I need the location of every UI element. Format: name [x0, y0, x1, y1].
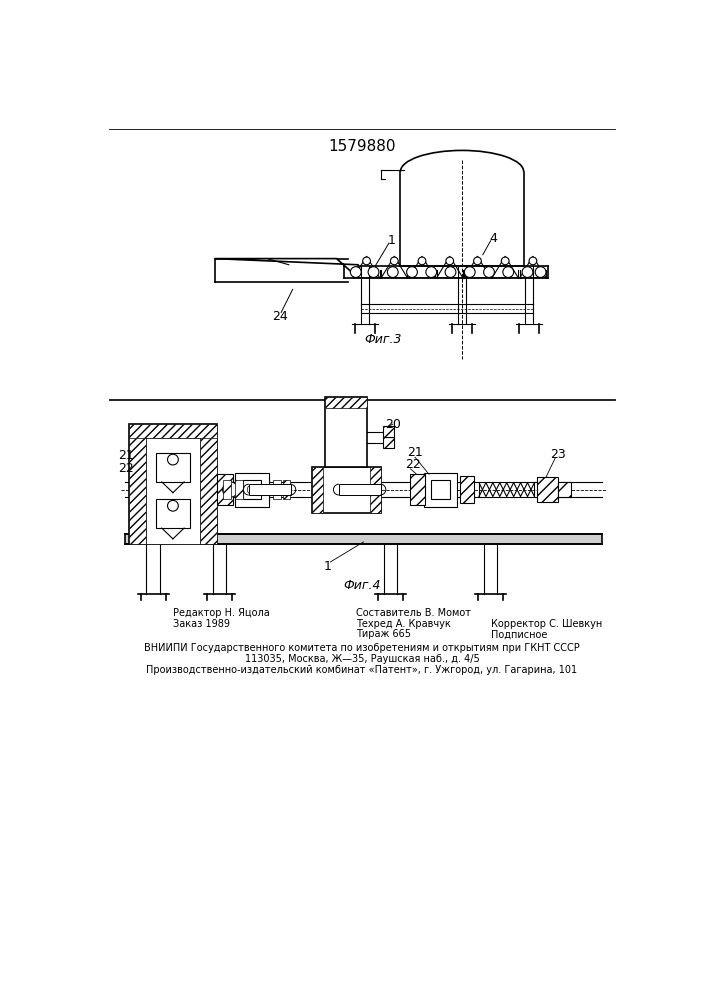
- Circle shape: [418, 257, 426, 265]
- Text: 24: 24: [271, 310, 288, 323]
- Bar: [312, 466, 324, 513]
- Bar: [382, 437, 394, 448]
- Circle shape: [363, 257, 370, 265]
- Circle shape: [223, 482, 238, 497]
- Circle shape: [168, 500, 178, 511]
- Bar: [200, 424, 217, 544]
- Bar: [460, 476, 474, 503]
- Bar: [431, 480, 450, 499]
- Text: 4: 4: [490, 232, 498, 245]
- Text: Фиг.3: Фиг.3: [364, 333, 402, 346]
- Bar: [249, 484, 291, 495]
- Text: 22: 22: [405, 458, 421, 471]
- Bar: [382, 426, 394, 437]
- Text: 21: 21: [407, 446, 423, 459]
- Bar: [370, 466, 381, 513]
- Text: ВНИИПИ Государственного комитета по изобретениям и открытиям при ГКНТ СССР: ВНИИПИ Государственного комитета по изоб…: [144, 643, 580, 653]
- Text: Корректор С. Шевкун: Корректор С. Шевкун: [491, 619, 602, 629]
- Bar: [325, 397, 368, 466]
- Bar: [156, 499, 190, 528]
- Circle shape: [464, 267, 475, 277]
- Text: 23: 23: [551, 448, 566, 461]
- Text: Заказ 1989: Заказ 1989: [173, 619, 230, 629]
- Circle shape: [474, 257, 481, 265]
- Bar: [235, 480, 243, 499]
- Text: 20: 20: [385, 418, 402, 431]
- Circle shape: [351, 267, 361, 277]
- Text: 1579880: 1579880: [328, 139, 396, 154]
- Circle shape: [503, 267, 514, 277]
- Bar: [235, 473, 269, 507]
- Circle shape: [501, 257, 509, 265]
- Circle shape: [522, 267, 533, 277]
- Bar: [243, 480, 261, 499]
- Bar: [339, 484, 381, 495]
- Circle shape: [368, 267, 379, 277]
- Circle shape: [535, 267, 546, 277]
- Bar: [325, 397, 368, 408]
- Bar: [283, 480, 291, 499]
- Text: 1: 1: [323, 560, 332, 573]
- Circle shape: [426, 267, 437, 277]
- Bar: [125, 534, 602, 544]
- Bar: [146, 438, 200, 544]
- Circle shape: [446, 257, 454, 265]
- Bar: [423, 473, 457, 507]
- Bar: [156, 453, 190, 482]
- Circle shape: [484, 267, 494, 277]
- Circle shape: [387, 267, 398, 277]
- Bar: [537, 477, 559, 502]
- Text: Фиг.4: Фиг.4: [343, 579, 380, 592]
- Text: 22: 22: [118, 462, 134, 475]
- Text: Производственно-издательский комбинат «Патент», г. Ужгород, ул. Гагарина, 101: Производственно-издательский комбинат «П…: [146, 665, 578, 675]
- Bar: [129, 424, 217, 438]
- Text: Составитель В. Момот: Составитель В. Момот: [356, 608, 471, 618]
- Text: 1: 1: [388, 234, 396, 247]
- Text: Подписное: Подписное: [491, 629, 547, 639]
- Bar: [129, 424, 146, 544]
- Text: 113035, Москва, Ж—35, Раушская наб., д. 4/5: 113035, Москва, Ж—35, Раушская наб., д. …: [245, 654, 479, 664]
- Circle shape: [247, 485, 257, 494]
- Bar: [223, 480, 231, 499]
- Circle shape: [390, 257, 398, 265]
- Text: Техред А. Кравчук: Техред А. Кравчук: [356, 619, 450, 629]
- Text: 19: 19: [173, 440, 189, 453]
- Circle shape: [168, 454, 178, 465]
- Circle shape: [445, 267, 456, 277]
- Bar: [559, 482, 571, 497]
- Bar: [409, 474, 425, 505]
- Circle shape: [529, 257, 537, 265]
- Bar: [312, 466, 381, 513]
- Bar: [274, 480, 281, 499]
- Text: Редактор Н. Яцола: Редактор Н. Яцола: [173, 608, 270, 618]
- Bar: [217, 474, 233, 505]
- Polygon shape: [215, 259, 358, 278]
- Circle shape: [407, 267, 417, 277]
- Text: Тираж 665: Тираж 665: [356, 629, 411, 639]
- Bar: [129, 424, 217, 544]
- Text: 21: 21: [118, 449, 134, 462]
